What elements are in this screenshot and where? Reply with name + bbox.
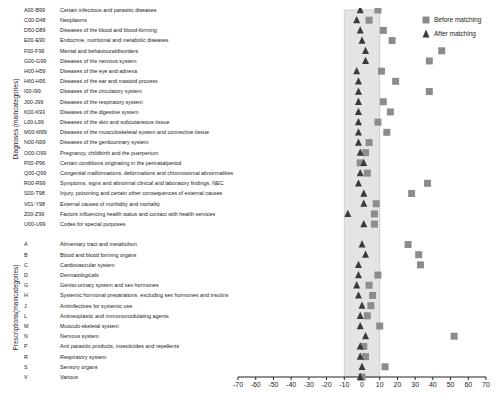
svg-text:Diseases of the genitourinary: Diseases of the genitourinary system [60, 139, 149, 145]
svg-text:Mental and behaviouraldisorder: Mental and behaviouraldisorders [60, 48, 139, 54]
svg-text:M00-M99: M00-M99 [24, 129, 47, 135]
svg-text:Dermatologicals: Dermatologicals [60, 272, 99, 278]
svg-text:Diseases of the musculoskeleta: Diseases of the musculoskeletal system a… [60, 129, 209, 135]
svg-text:Neoplasms: Neoplasms [60, 17, 87, 23]
svg-text:40: 40 [429, 381, 437, 388]
svg-text:Anti parasitic products, insec: Anti parasitic products, insecticides an… [60, 343, 180, 349]
svg-text:Z00-Z99: Z00-Z99 [24, 211, 44, 217]
svg-text:V: V [24, 374, 28, 380]
svg-text:30: 30 [411, 381, 419, 388]
svg-text:J00-J99: J00-J99 [24, 99, 43, 105]
svg-text:B: B [24, 252, 28, 258]
svg-text:Musculo-skeletal system: Musculo-skeletal system [60, 323, 119, 329]
svg-text:Diseases of the nervous system: Diseases of the nervous system [60, 58, 137, 64]
svg-text:L00-L99: L00-L99 [24, 119, 44, 125]
svg-text:20: 20 [394, 381, 402, 388]
svg-text:D50-D89: D50-D89 [24, 27, 46, 33]
svg-text:Certain infectious and parasit: Certain infectious and parasitic disease… [60, 8, 157, 13]
svg-text:Diseases of the eye and adnexa: Diseases of the eye and adnexa [60, 68, 137, 74]
svg-text:H: H [24, 292, 28, 298]
svg-text:E00-E90: E00-E90 [24, 37, 45, 43]
svg-text:Prescriptions(maincategories): Prescriptions(maincategories) [12, 265, 20, 351]
svg-text:Injury, poisoning and certain: Injury, poisoning and certain other cons… [60, 190, 223, 196]
svg-text:Diseases of the skin and subcu: Diseases of the skin and subcutaneous ti… [60, 119, 169, 125]
svg-text:D: D [24, 272, 28, 278]
svg-text:Systemic hormonal preparations: Systemic hormonal preparations, excludin… [60, 292, 229, 298]
svg-text:O00-O99: O00-O99 [24, 150, 46, 156]
svg-text:-70: -70 [233, 381, 243, 388]
svg-text:-40: -40 [286, 381, 296, 388]
svg-text:-60: -60 [251, 381, 261, 388]
svg-text:N00-N99: N00-N99 [24, 139, 46, 145]
svg-text:Blood and blood forming organs: Blood and blood forming organs [60, 252, 137, 258]
svg-text:External causes of morbidity a: External causes of morbidity and mortali… [60, 201, 160, 207]
svg-text:K00-K93: K00-K93 [24, 109, 45, 115]
svg-text:-10: -10 [339, 381, 349, 388]
svg-text:Cardiovascular system: Cardiovascular system [60, 262, 115, 268]
svg-text:A: A [24, 241, 28, 247]
svg-text:R: R [24, 354, 28, 360]
svg-text:H00-H59: H00-H59 [24, 68, 46, 74]
svg-text:Antiinfectives for systemic us: Antiinfectives for systemic use [60, 303, 132, 309]
svg-text:N: N [24, 333, 28, 339]
svg-text:Respiratory system: Respiratory system [60, 354, 107, 360]
svg-text:Pregnancy, childbirth and the: Pregnancy, childbirth and the puerperium [60, 150, 159, 156]
svg-text:U00-U99: U00-U99 [24, 221, 46, 227]
svg-text:G00-G99: G00-G99 [24, 58, 46, 64]
svg-text:Codes for special purposes: Codes for special purposes [60, 221, 126, 227]
svg-text:J: J [24, 303, 27, 309]
svg-text:Sensory organs: Sensory organs [60, 364, 98, 370]
svg-text:M: M [24, 323, 29, 329]
svg-text:-50: -50 [268, 381, 278, 388]
svg-text:S00-T98: S00-T98 [24, 190, 45, 196]
svg-text:Factors influencing health sta: Factors influencing health status and co… [60, 211, 216, 217]
svg-text:Diseases of the digestive syst: Diseases of the digestive system [60, 109, 139, 115]
svg-text:P: P [24, 343, 28, 349]
svg-text:H60-H95: H60-H95 [24, 78, 46, 84]
svg-text:-30: -30 [304, 381, 314, 388]
svg-text:0: 0 [360, 381, 364, 388]
svg-text:F00-F99: F00-F99 [24, 48, 44, 54]
svg-text:Alimentary tract and metabolis: Alimentary tract and metabolism [60, 241, 138, 247]
svg-text:Genito-urinary system and sex: Genito-urinary system and sex hormones [60, 282, 159, 288]
svg-text:Diseases of the blood and bloo: Diseases of the blood and blood-forming [60, 27, 157, 33]
svg-text:Diseases of the respiratory sy: Diseases of the respiratory system [60, 99, 143, 105]
svg-text:Diseases of the circulatory sy: Diseases of the circulatory system [60, 88, 142, 94]
svg-text:After matching: After matching [434, 30, 476, 38]
svg-text:I00-I99: I00-I99 [24, 88, 41, 94]
svg-text:-20: -20 [322, 381, 332, 388]
svg-text:Diagnoses (maincategories): Diagnoses (maincategories) [12, 79, 20, 160]
svg-text:A00-B99: A00-B99 [24, 8, 45, 13]
svg-text:60: 60 [464, 381, 472, 388]
svg-text:Symptoms, signs and abnormal c: Symptoms, signs and abnormal clinical an… [60, 180, 224, 186]
svg-text:S: S [24, 364, 28, 370]
svg-text:L: L [24, 313, 27, 319]
svg-text:50: 50 [447, 381, 455, 388]
svg-text:Antineoplastic and immunomodul: Antineoplastic and immunomodulating agen… [60, 313, 169, 319]
svg-text:C00-D48: C00-D48 [24, 17, 46, 23]
svg-text:10: 10 [376, 381, 384, 388]
svg-text:C: C [24, 262, 28, 268]
svg-text:Certain conditions originating: Certain conditions originating in the pe… [60, 160, 181, 166]
svg-text:Congenital malformations, defo: Congenital malformations, deformations a… [60, 170, 233, 176]
svg-text:R00-R99: R00-R99 [24, 180, 46, 186]
svg-text:G: G [24, 282, 28, 288]
svg-text:Q00-Q99: Q00-Q99 [24, 170, 46, 176]
svg-text:Before matching: Before matching [434, 16, 482, 24]
svg-text:Diseases of the ear and mastoi: Diseases of the ear and mastoid process [60, 78, 158, 84]
svg-text:P00-P96: P00-P96 [24, 160, 45, 166]
svg-text:Various: Various [60, 374, 78, 380]
svg-text:Nervous system: Nervous system [60, 333, 99, 339]
svg-text:Endocrine, nutritional and met: Endocrine, nutritional and metabolic dis… [60, 37, 169, 43]
svg-text:70: 70 [482, 381, 490, 388]
svg-text:V01-Y98: V01-Y98 [24, 201, 45, 207]
